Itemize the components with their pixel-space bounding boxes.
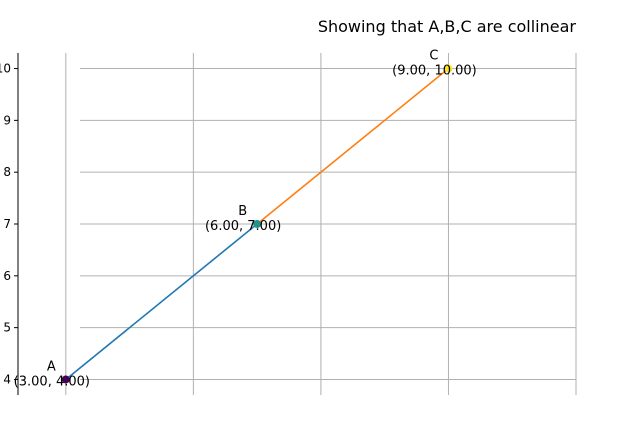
point-labels: A(3.00, 4.00) B(6.00, 7.00) C(9.00, 10.00) — [14, 49, 477, 390]
segment-BC — [256, 67, 449, 225]
y-tick-label-2: 6 — [3, 269, 11, 283]
point-A — [61, 375, 70, 384]
point-coords-A: (3.00, 4.00) — [14, 374, 90, 389]
y-tick-label-0: 4 — [3, 372, 11, 386]
line-segments — [65, 67, 449, 381]
chart-title: Showing that A,B,C are collinear — [318, 17, 577, 36]
point-name-A: A — [47, 359, 56, 374]
y-tick-label-5: 9 — [3, 113, 11, 127]
data-points — [61, 64, 453, 384]
segment-AB — [65, 223, 258, 381]
point-name-B: B — [238, 204, 247, 219]
point-C — [444, 64, 453, 73]
grid-lines — [65, 53, 577, 395]
y-axis-ticks: 4 5 6 7 8 9 10 — [0, 62, 18, 386]
point-coords-B: (6.00, 7.00) — [205, 219, 281, 234]
y-tick-label-3: 7 — [3, 217, 11, 231]
point-name-C: C — [429, 49, 438, 64]
point-B — [253, 220, 262, 228]
y-tick-label-1: 5 — [3, 321, 11, 335]
y-tick-label-4: 8 — [3, 165, 11, 179]
point-coords-C: (9.00, 10.00) — [392, 64, 477, 79]
y-tick-label-6: 10 — [0, 62, 11, 76]
